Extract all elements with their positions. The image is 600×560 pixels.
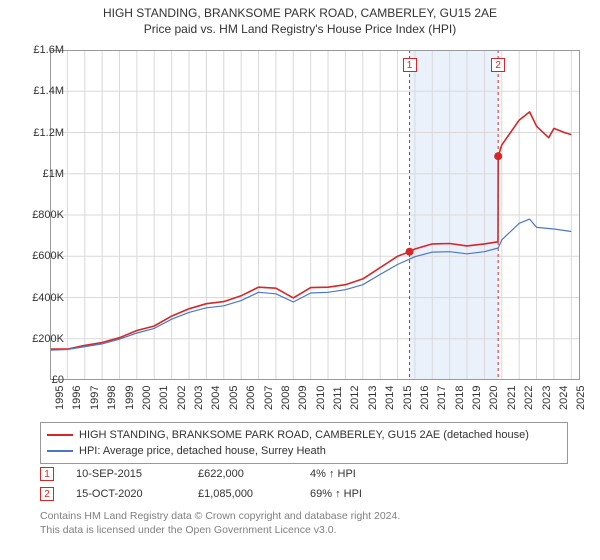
x-tick-label: 2019 — [471, 386, 483, 410]
chart-subtitle: Price paid vs. HM Land Registry's House … — [0, 22, 600, 36]
x-tick-label: 1997 — [89, 386, 101, 410]
x-tick-label: 2021 — [506, 386, 518, 410]
y-tick-label: £0 — [4, 374, 64, 386]
x-tick-label: 2006 — [245, 386, 257, 410]
legend-swatch — [47, 434, 73, 436]
x-tick-label: 2020 — [488, 386, 500, 410]
sale-delta: 69% ↑ HPI — [310, 488, 400, 500]
x-tick-label: 2001 — [158, 386, 170, 410]
x-tick-label: 2024 — [558, 386, 570, 410]
x-tick-label: 2011 — [332, 386, 344, 410]
x-tick-label: 2025 — [575, 386, 587, 410]
x-tick-label: 2022 — [523, 386, 535, 410]
sale-price: £1,085,000 — [198, 488, 288, 500]
x-tick-label: 2005 — [228, 386, 240, 410]
y-tick-label: £600K — [4, 250, 64, 262]
legend-item: HPI: Average price, detached house, Surr… — [47, 443, 561, 459]
y-tick-label: £1.2M — [4, 127, 64, 139]
sale-marker-on-chart: 2 — [491, 58, 505, 72]
y-tick-label: £1.6M — [4, 44, 64, 56]
x-tick-label: 2012 — [349, 386, 361, 410]
x-tick-label: 2017 — [436, 386, 448, 410]
x-tick-label: 2008 — [280, 386, 292, 410]
attribution-line: Contains HM Land Registry data © Crown c… — [40, 510, 568, 524]
legend-label: HIGH STANDING, BRANKSOME PARK ROAD, CAMB… — [79, 429, 529, 441]
sale-date: 10-SEP-2015 — [76, 468, 176, 480]
y-tick-label: £400K — [4, 292, 64, 304]
sale-table: 1 10-SEP-2015 £622,000 4% ↑ HPI 2 15-OCT… — [40, 464, 568, 504]
x-tick-label: 2023 — [541, 386, 553, 410]
sale-marker-on-chart: 1 — [403, 58, 417, 72]
x-tick-label: 2007 — [263, 386, 275, 410]
x-tick-label: 2009 — [297, 386, 309, 410]
legend-label: HPI: Average price, detached house, Surr… — [79, 445, 326, 457]
titles: HIGH STANDING, BRANKSOME PARK ROAD, CAMB… — [0, 0, 600, 36]
legend-item: HIGH STANDING, BRANKSOME PARK ROAD, CAMB… — [47, 427, 561, 443]
sale-delta: 4% ↑ HPI — [310, 468, 400, 480]
legend-swatch — [47, 450, 73, 452]
sale-date: 15-OCT-2020 — [76, 488, 176, 500]
plot-area — [50, 50, 580, 380]
x-tick-label: 2002 — [176, 386, 188, 410]
x-tick-label: 2000 — [141, 386, 153, 410]
x-tick-label: 2004 — [210, 386, 222, 410]
x-tick-label: 2003 — [193, 386, 205, 410]
sale-marker-icon: 2 — [40, 487, 54, 501]
x-tick-label: 1996 — [71, 386, 83, 410]
x-tick-label: 2015 — [402, 386, 414, 410]
x-tick-label: 1999 — [124, 386, 136, 410]
sale-row: 1 10-SEP-2015 £622,000 4% ↑ HPI — [40, 464, 568, 484]
chart-title: HIGH STANDING, BRANKSOME PARK ROAD, CAMB… — [0, 6, 600, 20]
attribution: Contains HM Land Registry data © Crown c… — [40, 510, 568, 537]
x-tick-label: 1995 — [54, 386, 66, 410]
attribution-line: This data is licensed under the Open Gov… — [40, 524, 568, 538]
y-tick-label: £1.4M — [4, 85, 64, 97]
y-tick-label: £1M — [4, 168, 64, 180]
x-tick-label: 2016 — [419, 386, 431, 410]
chart-container: HIGH STANDING, BRANKSOME PARK ROAD, CAMB… — [0, 0, 600, 560]
legend: HIGH STANDING, BRANKSOME PARK ROAD, CAMB… — [40, 422, 568, 464]
x-tick-label: 1998 — [106, 386, 118, 410]
x-tick-label: 2014 — [384, 386, 396, 410]
x-tick-label: 2010 — [315, 386, 327, 410]
sale-row: 2 15-OCT-2020 £1,085,000 69% ↑ HPI — [40, 484, 568, 504]
x-tick-label: 2018 — [454, 386, 466, 410]
sale-price: £622,000 — [198, 468, 288, 480]
y-tick-label: £200K — [4, 333, 64, 345]
sale-marker-icon: 1 — [40, 467, 54, 481]
x-tick-label: 2013 — [367, 386, 379, 410]
y-tick-label: £800K — [4, 209, 64, 221]
plot-svg — [50, 50, 580, 380]
